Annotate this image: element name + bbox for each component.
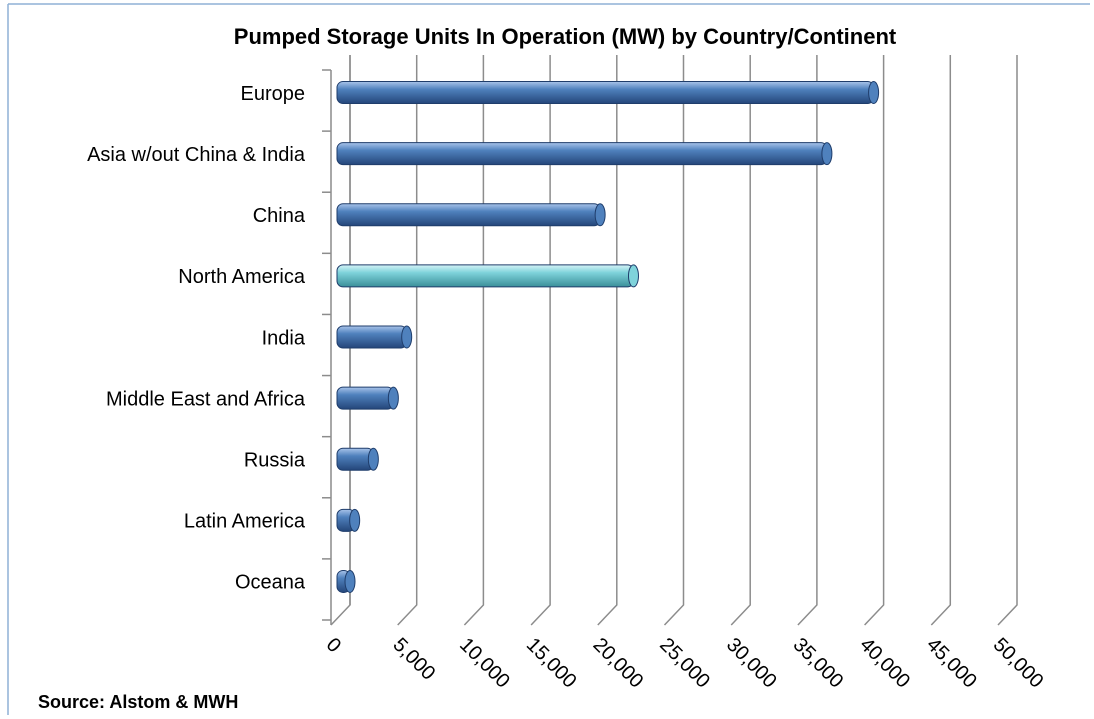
- y-tick-label: Oceana: [235, 572, 306, 594]
- y-tick-label: North America: [178, 266, 306, 288]
- bar: [336, 203, 601, 227]
- grid-line: [797, 55, 818, 626]
- y-tick-label: Russia: [244, 450, 306, 472]
- bar-cap: [821, 142, 833, 166]
- bar-cap: [594, 203, 606, 227]
- x-tick-label: 10,000: [455, 634, 514, 693]
- x-tick-label: 25,000: [655, 634, 714, 693]
- grid-line: [397, 55, 418, 626]
- y-tick-label: China: [253, 205, 306, 227]
- x-tick-label: 45,000: [922, 634, 981, 693]
- grid-line: [930, 55, 952, 626]
- x-tick-label: 40,000: [855, 634, 914, 693]
- bar: [336, 325, 408, 349]
- grid-line: [997, 55, 1018, 626]
- bar-cap: [401, 325, 413, 349]
- y-tick-label: Europe: [241, 83, 306, 105]
- x-tick-label: 50,000: [989, 634, 1048, 693]
- x-tick-label: 15,000: [522, 634, 581, 693]
- x-tick-label: 20,000: [589, 634, 648, 693]
- bar: [336, 264, 634, 288]
- grid-line: [597, 55, 618, 626]
- x-tick-label: 0: [322, 634, 345, 657]
- chart-title: Pumped Storage Units In Operation (MW) b…: [234, 24, 897, 49]
- bar-cap: [627, 264, 639, 288]
- grid-line: [463, 55, 485, 626]
- grid-line: [663, 55, 685, 626]
- bar-cap: [349, 508, 361, 532]
- bar-cap: [868, 81, 880, 105]
- y-tick-label: India: [262, 327, 306, 349]
- bar-cap: [387, 386, 399, 410]
- y-tick-label: Asia w/out China & India: [87, 144, 306, 166]
- x-tick-label: 35,000: [789, 634, 848, 693]
- bar-cap: [367, 447, 379, 471]
- source-note: Source: Alstom & MWH: [38, 692, 238, 712]
- bar: [336, 386, 394, 410]
- bar-cap: [344, 569, 356, 593]
- grid-line: [330, 55, 351, 626]
- bar: [336, 142, 828, 166]
- bar: [336, 81, 875, 105]
- y-tick-label: Middle East and Africa: [106, 388, 306, 410]
- grid-line: [730, 55, 751, 626]
- grid-line: [864, 55, 885, 626]
- x-tick-label: 5,000: [388, 634, 439, 685]
- grid-line: [530, 55, 551, 626]
- x-tick-label: 30,000: [722, 634, 781, 693]
- y-tick-label: Latin America: [184, 511, 306, 533]
